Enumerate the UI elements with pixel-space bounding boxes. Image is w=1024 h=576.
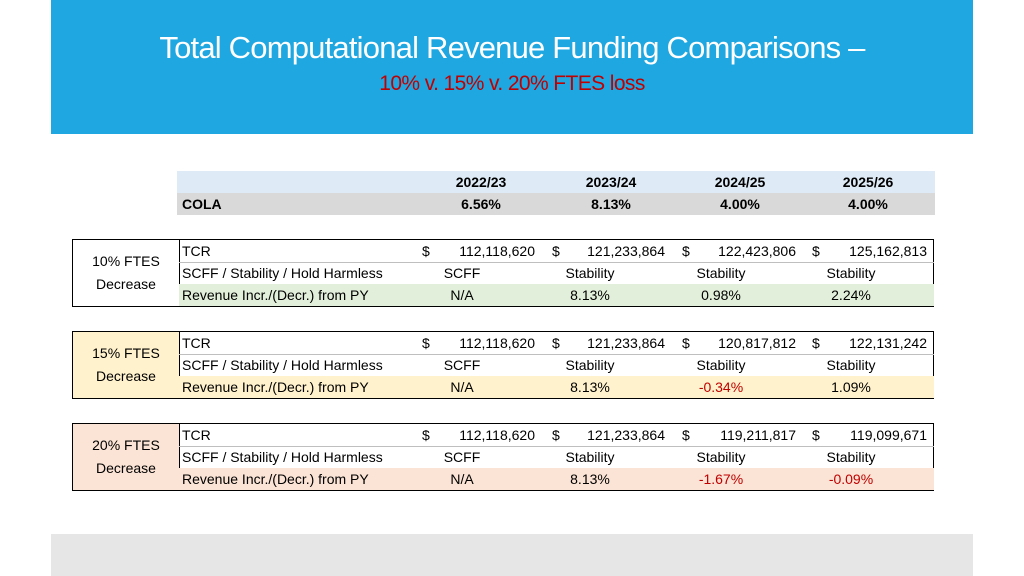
row-label: TCR — [182, 427, 211, 443]
revenue-change-value: 1.09% — [831, 379, 871, 395]
scff-value: Stability — [565, 449, 615, 465]
scenario-label: 20% FTES Decrease — [73, 434, 179, 480]
scenario-label-line: Decrease — [96, 368, 156, 384]
tcr-value: 112,118,620 — [459, 335, 535, 351]
cola-label: COLA — [182, 196, 222, 212]
scenario-label-cell: 10% FTES Decrease — [73, 240, 180, 306]
revenue-change-row: Revenue Incr./(Decr.) from PY N/A 8.13% -1.… — [179, 468, 934, 490]
revenue-change-value: -0.09% — [828, 471, 874, 487]
dollar-sign: $ — [682, 427, 690, 443]
revenue-change-value: -1.67% — [698, 471, 744, 487]
scff-row: SCFF / Stability / Hold Harmless SCFF Stab… — [179, 354, 934, 377]
scenario-label: 10% FTES Decrease — [73, 250, 179, 296]
row-label: SCFF / Stability / Hold Harmless — [182, 357, 383, 373]
dollar-sign: $ — [812, 427, 820, 443]
ftes-scenario-group: 20% FTES Decrease TCR $112,118,620 $121,233,… — [72, 423, 934, 491]
tcr-value: 112,118,620 — [459, 427, 535, 443]
year-header: 2023/24 — [585, 174, 637, 190]
scff-value: SCFF — [443, 265, 481, 281]
scenario-label-line: 15% FTES — [92, 345, 160, 361]
scenario-label-line: Decrease — [96, 460, 156, 476]
dollar-sign: $ — [422, 427, 430, 443]
row-label: TCR — [182, 243, 211, 259]
dollar-sign: $ — [422, 335, 430, 351]
scff-value: SCFF — [443, 357, 481, 373]
tcr-value: 121,233,864 — [587, 335, 665, 351]
scff-value: SCFF — [443, 449, 481, 465]
tcr-value: 119,211,817 — [720, 427, 796, 443]
title-banner: Total Computational Revenue Funding Comp… — [51, 0, 973, 134]
revenue-change-value: 0.98% — [701, 287, 741, 303]
cola-value: 4.00% — [848, 196, 888, 212]
page-title: Total Computational Revenue Funding Comp… — [159, 30, 865, 65]
scff-row: SCFF / Stability / Hold Harmless SCFF Stab… — [179, 262, 934, 285]
row-label: Revenue Incr./(Decr.) from PY — [182, 471, 369, 487]
cola-row: COLA 6.56% 8.13% 4.00% 4.00% — [177, 193, 935, 215]
tcr-value: 121,233,864 — [587, 243, 665, 259]
dollar-sign: $ — [552, 243, 560, 259]
cola-value: 6.56% — [461, 196, 501, 212]
cola-value: 4.00% — [720, 196, 760, 212]
revenue-change-value: -0.34% — [698, 379, 744, 395]
scff-row: SCFF / Stability / Hold Harmless SCFF Stab… — [179, 446, 934, 469]
tcr-row: TCR $112,118,620 $121,233,864 $120,817,812 $… — [179, 332, 934, 355]
scenario-label-cell: 20% FTES Decrease — [73, 424, 180, 490]
tcr-value: 120,817,812 — [718, 335, 796, 351]
year-header: 2024/25 — [714, 174, 766, 190]
revenue-change-value: N/A — [450, 471, 474, 487]
dollar-sign: $ — [552, 427, 560, 443]
tcr-row: TCR $112,118,620 $121,233,864 $122,423,806 $… — [179, 240, 934, 263]
revenue-change-value: 8.13% — [570, 471, 610, 487]
scenario-label-cell: 15% FTES Decrease — [73, 332, 180, 398]
year-header-row: 2022/23 2023/24 2024/25 2025/26 — [177, 171, 935, 193]
row-label: Revenue Incr./(Decr.) from PY — [182, 287, 369, 303]
tcr-value: 121,233,864 — [587, 427, 665, 443]
year-header: 2025/26 — [842, 174, 894, 190]
year-header: 2022/23 — [455, 174, 507, 190]
scff-value: Stability — [696, 357, 746, 373]
scff-value: Stability — [826, 449, 876, 465]
scff-value: Stability — [565, 357, 615, 373]
scff-value: Stability — [696, 449, 746, 465]
row-label: SCFF / Stability / Hold Harmless — [182, 265, 383, 281]
revenue-change-value: 8.13% — [570, 287, 610, 303]
dollar-sign: $ — [812, 335, 820, 351]
ftes-scenario-group: 10% FTES Decrease TCR $112,118,620 $121,233,… — [72, 239, 934, 307]
tcr-value: 122,131,242 — [849, 335, 927, 351]
cola-value: 8.13% — [591, 196, 631, 212]
tcr-value: 122,423,806 — [718, 243, 796, 259]
revenue-change-row: Revenue Incr./(Decr.) from PY N/A 8.13% 0.9… — [179, 284, 934, 306]
revenue-change-row: Revenue Incr./(Decr.) from PY N/A 8.13% -0.… — [179, 376, 934, 398]
scenario-label: 15% FTES Decrease — [73, 342, 179, 388]
dollar-sign: $ — [812, 243, 820, 259]
page-subtitle: 10% v. 15% v. 20% FTES loss — [379, 72, 645, 95]
scff-value: Stability — [826, 357, 876, 373]
dollar-sign: $ — [682, 243, 690, 259]
scenario-label-line: Decrease — [96, 276, 156, 292]
revenue-change-value: 8.13% — [570, 379, 610, 395]
tcr-value: 119,099,671 — [850, 427, 927, 443]
scenario-label-line: 10% FTES — [92, 253, 160, 269]
tcr-row: TCR $112,118,620 $121,233,864 $119,211,817 $… — [179, 424, 934, 447]
tcr-value: 125,162,813 — [849, 243, 927, 259]
tcr-value: 112,118,620 — [459, 243, 535, 259]
scff-value: Stability — [696, 265, 746, 281]
row-label: SCFF / Stability / Hold Harmless — [182, 449, 383, 465]
revenue-change-value: N/A — [450, 379, 474, 395]
row-label: TCR — [182, 335, 211, 351]
dollar-sign: $ — [422, 243, 430, 259]
scenario-label-line: 20% FTES — [92, 437, 160, 453]
revenue-change-value: 2.24% — [831, 287, 871, 303]
revenue-change-value: N/A — [450, 287, 474, 303]
row-label: Revenue Incr./(Decr.) from PY — [182, 379, 369, 395]
dollar-sign: $ — [682, 335, 690, 351]
scff-value: Stability — [565, 265, 615, 281]
ftes-scenario-group: 15% FTES Decrease TCR $112,118,620 $121,233,… — [72, 331, 934, 399]
dollar-sign: $ — [552, 335, 560, 351]
scff-value: Stability — [826, 265, 876, 281]
footer-band — [51, 534, 973, 576]
